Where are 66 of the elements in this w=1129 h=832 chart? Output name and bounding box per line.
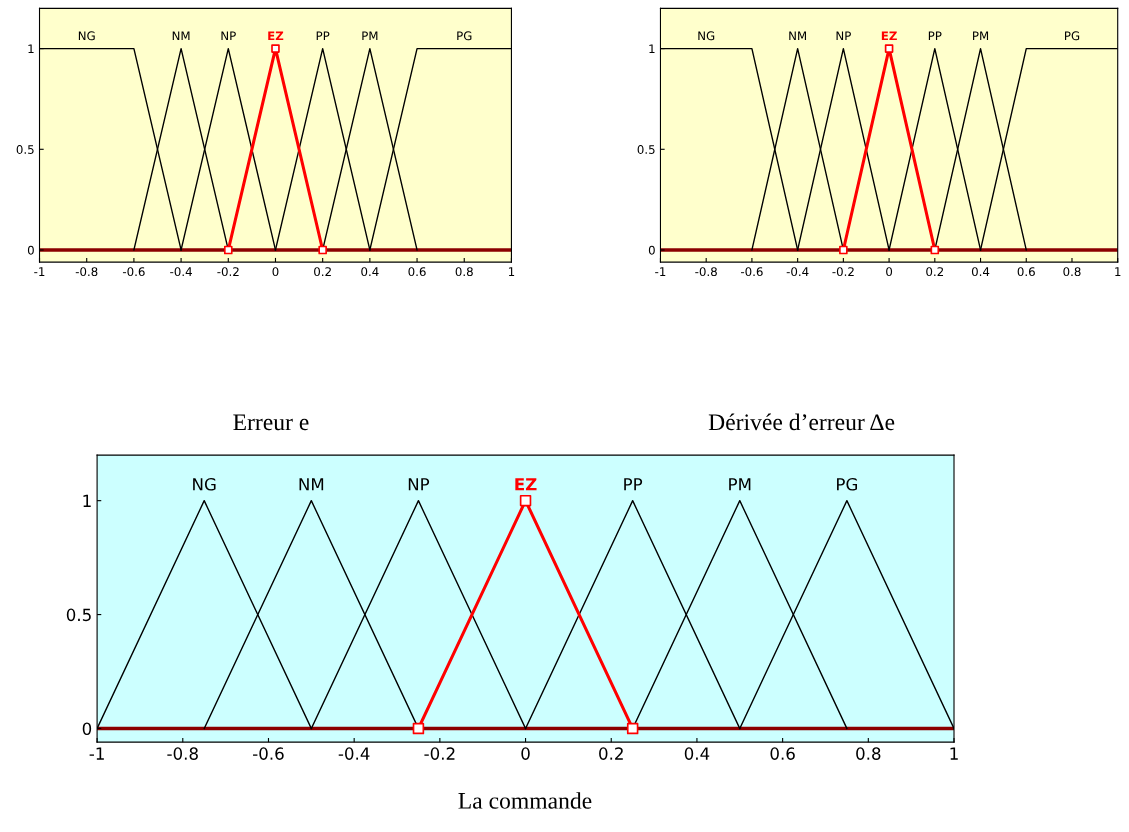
series-label: NP: [408, 478, 430, 491]
x-tick-label: -0.2: [424, 747, 455, 760]
text: La commande: [458, 792, 592, 809]
x-tick-label: -0.2: [217, 267, 239, 277]
series-label: EZ: [515, 478, 537, 491]
x-tick-label: -0.6: [740, 267, 763, 277]
x-tick-label: -0.4: [786, 267, 809, 277]
y-tick-label: 1: [649, 44, 655, 54]
x-tick-label: -1: [655, 267, 666, 276]
series-label: NM: [789, 31, 806, 41]
y-tick-label: 0.5: [66, 608, 91, 622]
x-tick-label: 1: [950, 747, 958, 760]
series-label: PM: [362, 31, 378, 41]
x-tick-label: 0.6: [1017, 267, 1035, 277]
series-label: NG: [78, 31, 95, 41]
series-label: EZ: [268, 31, 284, 41]
x-tick-label: 0.2: [599, 747, 623, 760]
series-label: PP: [624, 478, 643, 491]
series-label: NP: [221, 31, 236, 41]
x-tick-label: 0.2: [314, 267, 331, 277]
series-label: EZ: [881, 31, 897, 41]
x-tick-label: 0.8: [856, 747, 881, 760]
x-tick-label: -0.8: [695, 267, 717, 277]
y-tick-label: 0: [27, 245, 34, 255]
x-tick-label: 1: [1115, 267, 1121, 276]
x-tick-label: 0.6: [770, 747, 795, 760]
x-tick-label: 0.4: [684, 747, 710, 760]
series-label: PM: [973, 31, 989, 41]
y-tick-label: 0.5: [637, 145, 655, 154]
y-tick-label: 0.5: [16, 145, 34, 154]
x-tick-label: -1: [34, 267, 45, 276]
series-label: NM: [299, 478, 324, 491]
x-tick-label: 0: [886, 267, 893, 277]
y-tick-label: 0: [82, 722, 92, 736]
x-tick-label: -0.4: [338, 747, 370, 760]
series-label: PG: [837, 478, 858, 491]
series-label: NP: [836, 31, 851, 41]
series-label: PG: [1065, 31, 1080, 41]
x-tick-label: 0.4: [361, 267, 379, 277]
series-label: NG: [193, 478, 216, 491]
x-tick-label: -0.4: [170, 267, 192, 277]
series-label: PG: [457, 31, 472, 41]
x-tick-label: -0.8: [75, 267, 98, 277]
series-label: PM: [729, 478, 751, 491]
text: Dérivée d’erreur Δe: [708, 413, 895, 431]
y-tick-label: 1: [28, 44, 34, 54]
x-tick-label: -0.6: [253, 747, 284, 760]
x-tick-label: -0.2: [832, 267, 854, 277]
y-tick-label: 1: [83, 494, 91, 507]
series-label: NM: [172, 31, 190, 41]
y-tick-label: 0: [648, 245, 655, 255]
x-tick-label: -0.8: [167, 747, 198, 760]
text: Erreur e: [233, 414, 309, 431]
series-label: PP: [316, 31, 330, 41]
x-tick-label: 0.8: [1063, 267, 1081, 277]
series-label: NG: [698, 31, 715, 41]
x-tick-label: -1: [89, 747, 104, 760]
x-tick-label: -0.6: [122, 267, 145, 277]
x-tick-label: 0: [272, 267, 279, 277]
x-tick-label: 1: [508, 267, 515, 276]
x-tick-label: 0.8: [455, 267, 473, 277]
x-tick-label: 0.6: [408, 267, 426, 277]
x-tick-label: 0: [521, 747, 530, 760]
x-tick-label: 0.4: [971, 267, 990, 277]
series-label: PP: [928, 31, 942, 41]
x-tick-label: 0.2: [926, 267, 944, 277]
